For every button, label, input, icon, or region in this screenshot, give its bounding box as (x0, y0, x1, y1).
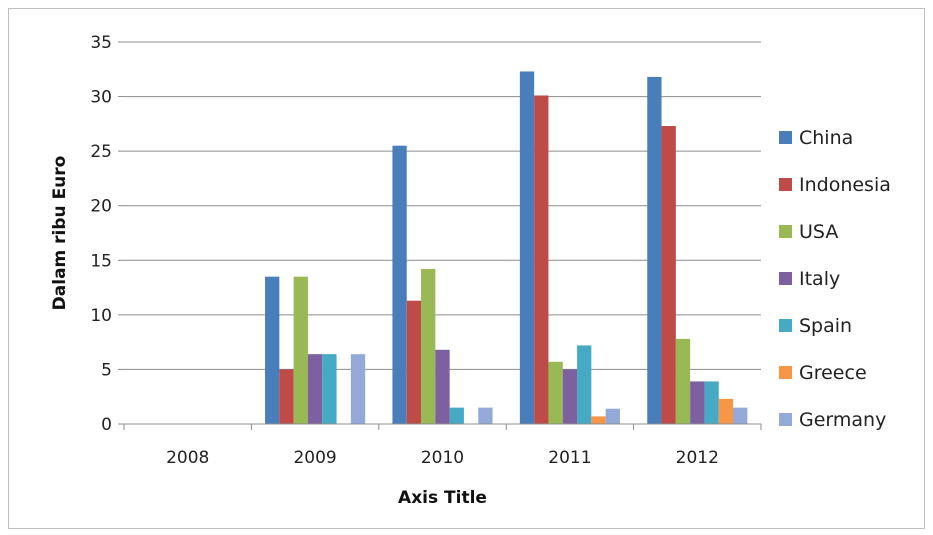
bar-usa-2011 (548, 361, 563, 424)
legend-swatch-italy (779, 272, 792, 285)
y-tick-label: 25 (90, 142, 112, 162)
bar-indonesia-2009 (279, 369, 294, 424)
y-axis-ticks: 0 5 10 15 20 25 30 35 (90, 33, 112, 435)
y-tick-label: 20 (90, 197, 112, 217)
bar-indonesia-2011 (534, 95, 549, 424)
bar-spain-2012 (704, 381, 719, 424)
y-axis-title: Dalam ribu Euro (50, 156, 70, 311)
bar-indonesia-2012 (661, 126, 676, 424)
y-tick-label: 0 (101, 415, 112, 435)
bar-italy-2012 (690, 381, 705, 424)
bar-germany-2011 (605, 408, 620, 424)
chart-frame: 0 5 10 15 20 25 30 35 2008 2009 2010 2011 2012 Dala… (8, 8, 925, 529)
legend-label-usa: USA (799, 221, 838, 243)
y-tick-label: 30 (90, 88, 112, 108)
bar-indonesia-2010 (406, 300, 422, 424)
legend-label-greece: Greece (799, 362, 867, 384)
legend-swatch-usa (779, 225, 792, 238)
bar-greece-2012 (718, 398, 734, 424)
bar-china-2010 (392, 145, 407, 424)
legend-swatch-spain (779, 319, 792, 332)
bar-italy-2010 (435, 349, 450, 424)
bar-chart: 0 5 10 15 20 25 30 35 2008 2009 2010 2011 2012 Dala… (50, 33, 891, 508)
x-tick-label: 2011 (548, 448, 591, 468)
bar-germany-2009 (350, 354, 366, 424)
legend-label-spain: Spain (799, 315, 852, 337)
bar-italy-2011 (562, 369, 578, 424)
bar-china-2012 (647, 76, 662, 424)
x-axis-title: Axis Title (398, 488, 487, 508)
bar-germany-2012 (733, 407, 748, 424)
legend-swatch-germany (779, 413, 792, 426)
legend-label-indonesia: Indonesia (799, 174, 891, 196)
bar-china-2009 (265, 276, 280, 424)
legend-swatch-indonesia (779, 178, 792, 191)
x-axis-ticks: 2008 2009 2010 2011 2012 (123, 424, 762, 468)
legend-label-germany: Germany (799, 409, 886, 431)
bar-usa-2012 (675, 338, 691, 424)
x-tick-label: 2008 (166, 448, 209, 468)
bar-greece-2011 (591, 416, 606, 424)
y-tick-label: 10 (90, 306, 112, 326)
x-tick-label: 2009 (293, 448, 336, 468)
legend-swatch-china (779, 131, 792, 144)
bar-spain-2009 (322, 354, 337, 424)
bar-usa-2010 (421, 269, 436, 424)
bar-usa-2009 (293, 276, 308, 424)
legend-swatch-greece (779, 366, 792, 379)
legend-label-italy: Italy (799, 268, 840, 290)
bar-china-2011 (519, 71, 535, 424)
x-tick-label: 2012 (676, 448, 719, 468)
y-tick-label: 35 (90, 33, 112, 53)
x-tick-label: 2010 (421, 448, 464, 468)
y-tick-label: 15 (90, 251, 112, 271)
bar-germany-2010 (478, 407, 493, 424)
bars (265, 71, 748, 424)
y-tick-label: 5 (101, 360, 112, 380)
bar-spain-2010 (449, 407, 464, 424)
bar-spain-2011 (577, 345, 592, 424)
legend: China Indonesia USA Italy Spain Greece Germany (779, 127, 891, 431)
legend-label-china: China (799, 127, 853, 149)
bar-italy-2009 (307, 354, 323, 424)
